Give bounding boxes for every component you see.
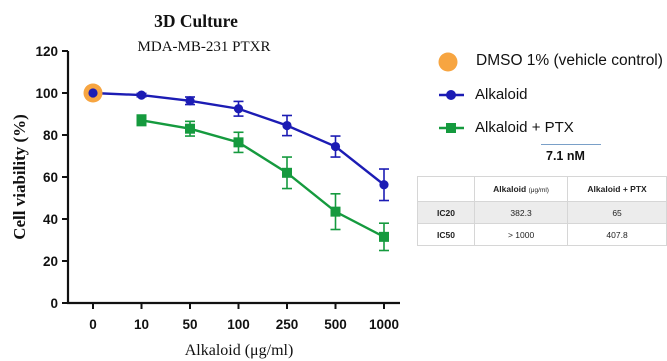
table-cell-ic20-label: IC20 bbox=[417, 201, 475, 224]
y-tick-label-0: 0 bbox=[50, 296, 58, 311]
x-axis-label: Alkaloid (μg/ml) bbox=[185, 342, 294, 359]
x-tick-label-0: 0 bbox=[89, 317, 97, 332]
series-2-point-1 bbox=[185, 123, 195, 134]
legend: DMSO 1% (vehicle control) Alkaloid Alkal… bbox=[436, 52, 664, 151]
series-2-point-0 bbox=[136, 115, 147, 126]
series-2-line bbox=[141, 119, 385, 238]
x-tick-label-500: 500 bbox=[324, 317, 347, 332]
legend-label-alkaloid-ptx: Alkaloid + PTX bbox=[475, 119, 574, 136]
x-tick-label-250: 250 bbox=[276, 317, 299, 332]
legend-item-alkaloid-ptx: Alkaloid + PTX bbox=[436, 118, 664, 138]
y-tick-label-60: 60 bbox=[43, 170, 58, 185]
y-tick-label-20: 20 bbox=[43, 254, 58, 269]
y-tick-label-120: 120 bbox=[35, 44, 58, 59]
y-tick-label-100: 100 bbox=[35, 86, 58, 101]
chart-subtitle: MDA-MB-231 PTXR bbox=[138, 39, 271, 55]
x-tick-label-1000: 1000 bbox=[369, 317, 399, 332]
table-header-alkaloid-unit: (μg/ml) bbox=[528, 187, 549, 194]
series-1-point-2 bbox=[185, 96, 195, 106]
annotation-underline bbox=[541, 144, 601, 145]
series-2-point-3 bbox=[282, 167, 292, 178]
y-tick-label-40: 40 bbox=[43, 212, 58, 227]
table-cell-ic20-alkaloid: 382.3 bbox=[473, 201, 569, 224]
x-tick-label-50: 50 bbox=[182, 317, 197, 332]
table-header-alkaloid-label: Alkaloid bbox=[493, 184, 527, 194]
series-2-point-4 bbox=[330, 206, 341, 217]
x-tick-label-10: 10 bbox=[134, 317, 149, 332]
y-tick-label-80: 80 bbox=[43, 128, 58, 143]
table-cell-ic20-alkaloid-ptx: 65 bbox=[567, 201, 667, 224]
chart-title: 3D Culture bbox=[154, 11, 238, 31]
series-2-point-2 bbox=[233, 137, 244, 148]
series-2 bbox=[136, 114, 389, 252]
table-cell-ic50-label: IC50 bbox=[417, 223, 475, 246]
ptx-concentration-annotation: 7.1 nM bbox=[546, 149, 585, 163]
legend-item-vehicle-control: DMSO 1% (vehicle control) bbox=[436, 52, 664, 72]
series-1-point-1 bbox=[136, 90, 147, 100]
table-header-alkaloid-ptx: Alkaloid + PTX bbox=[567, 176, 667, 202]
ic-values-table: Alkaloid (μg/ml) Alkaloid + PTX IC20 382… bbox=[417, 176, 667, 246]
x-tick-label-100: 100 bbox=[227, 317, 250, 332]
table-cell-ic50-alkaloid: > 1000 bbox=[473, 223, 569, 246]
legend-marker-alkaloid-ptx bbox=[439, 123, 464, 133]
series-1-point-4 bbox=[282, 120, 292, 131]
table-header-blank bbox=[417, 176, 475, 202]
series-1-point-3 bbox=[233, 104, 244, 114]
table-header-alkaloid: Alkaloid (μg/ml) bbox=[473, 176, 569, 202]
legend-label-vehicle-control: DMSO 1% (vehicle control) bbox=[476, 52, 663, 69]
series-1-point-5 bbox=[330, 141, 341, 152]
series-1-point-6 bbox=[379, 180, 389, 190]
legend-marker-alkaloid bbox=[439, 90, 464, 100]
series-1-point-0-top bbox=[88, 88, 98, 98]
table-cell-ic50-alkaloid-ptx: 407.8 bbox=[567, 223, 667, 246]
legend-item-alkaloid: Alkaloid bbox=[436, 85, 664, 105]
y-axis-label: Cell viability (%) bbox=[10, 114, 29, 240]
table-row-ic20: IC20 382.3 65 bbox=[417, 201, 667, 224]
legend-marker-vehicle-control bbox=[438, 52, 458, 72]
table-row-ic50: IC50 > 1000 407.8 bbox=[417, 223, 667, 246]
series-2-point-5 bbox=[379, 231, 389, 242]
legend-label-alkaloid: Alkaloid bbox=[475, 86, 528, 103]
table-header-row: Alkaloid (μg/ml) Alkaloid + PTX bbox=[417, 176, 667, 202]
